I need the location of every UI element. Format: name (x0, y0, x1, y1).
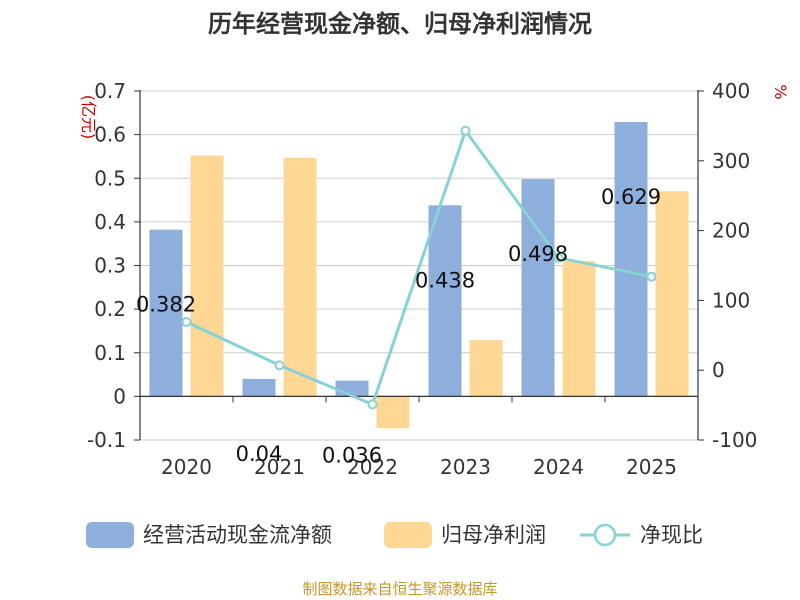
left-tick-label-1: 0 (113, 384, 126, 408)
bars-group (149, 121, 689, 429)
left-axis-unit: (亿元) (79, 95, 98, 140)
bar-cashflow-2025 (614, 121, 648, 397)
left-tick-label-4: 0.3 (94, 254, 126, 278)
data-label-cashflow-2020: 0.382 (136, 293, 196, 317)
data-label-cashflow-2022: 0.036 (322, 444, 382, 468)
x-tick-label-2022: 2022 (347, 455, 398, 479)
source-footer: 制图数据来自恒生聚源数据库 (302, 580, 498, 598)
left-tick-label-5: 0.4 (94, 210, 126, 234)
x-tick-label-2020: 2020 (161, 455, 212, 479)
legend: 经营活动现金流净额 归母净利润 净现比 (86, 522, 703, 548)
bar-cashflow-2023 (428, 205, 462, 397)
ratio-point-2021 (274, 360, 285, 371)
left-tick-label-7: 0.6 (94, 123, 126, 147)
bar-profit-2025 (655, 191, 689, 397)
legend-label-ratio: 净现比 (640, 523, 703, 547)
bar-profit-2023 (469, 340, 503, 397)
left-tick-label-3: 0.2 (94, 297, 126, 321)
x-axis-ticks: 2020 2021 2022 2023 2024 2025 (139, 396, 699, 479)
legend-item-cashflow[interactable]: 经营活动现金流净额 (86, 522, 332, 548)
legend-marker-ratio (593, 523, 617, 547)
bar-labels-group: 0.382 0.04 0.036 0.438 0.498 0.629 (136, 185, 661, 468)
right-tick-label-1: 0 (712, 358, 725, 382)
right-tick-label-0: -100 (712, 428, 757, 452)
ratio-point-2025 (646, 271, 657, 282)
right-axis-unit: % (771, 84, 790, 99)
data-label-cashflow-2024: 0.498 (508, 242, 568, 266)
ratio-point-2024 (553, 252, 564, 263)
bar-profit-2022 (376, 396, 410, 429)
left-tick-label-0: -0.1 (87, 428, 126, 452)
bar-cashflow-2021 (242, 378, 276, 397)
left-tick-label-2: 0.1 (94, 341, 126, 365)
ratio-line (185, 127, 652, 407)
legend-label-cashflow: 经营活动现金流净额 (143, 523, 332, 547)
left-tick-label-6: 0.5 (94, 166, 126, 190)
ratio-line-group (181, 125, 657, 410)
legend-swatch-profit (384, 522, 432, 548)
right-tick-label-4: 300 (712, 149, 750, 173)
data-label-cashflow-2021: 0.04 (236, 442, 283, 466)
data-label-cashflow-2023: 0.438 (415, 268, 475, 292)
right-tick-label-5: 400 (712, 79, 750, 103)
x-tick-label-2023: 2023 (440, 455, 491, 479)
left-tick-label-8: 0.7 (94, 79, 126, 103)
ratio-point-2020 (181, 317, 192, 328)
legend-label-profit: 归母净利润 (441, 523, 546, 547)
chart-title: 历年经营现金净额、归母净利润情况 (208, 10, 592, 38)
ratio-point-2022 (367, 399, 378, 410)
legend-swatch-cashflow (86, 522, 134, 548)
data-label-cashflow-2025: 0.629 (601, 185, 661, 209)
bar-cashflow-2020 (149, 229, 183, 397)
x-tick-label-2024: 2024 (533, 455, 584, 479)
right-tick-label-2: 100 (712, 288, 750, 312)
legend-item-profit[interactable]: 归母净利润 (384, 522, 546, 548)
bar-profit-2024 (562, 261, 596, 397)
right-axis-ticks: -100 0 100 200 300 400 (698, 79, 757, 452)
right-tick-label-3: 200 (712, 219, 750, 243)
left-axis-ticks: -0.1 0 0.1 0.2 0.3 0.4 0.5 0.6 0.7 (87, 79, 140, 452)
x-tick-label-2021: 2021 (254, 455, 305, 479)
bar-profit-2020 (190, 155, 224, 397)
bar-profit-2021 (283, 157, 317, 397)
x-tick-label-2025: 2025 (626, 455, 677, 479)
bar-cashflow-2022 (335, 380, 369, 397)
ratio-point-2023 (460, 125, 471, 136)
legend-item-ratio[interactable]: 净现比 (580, 523, 703, 547)
